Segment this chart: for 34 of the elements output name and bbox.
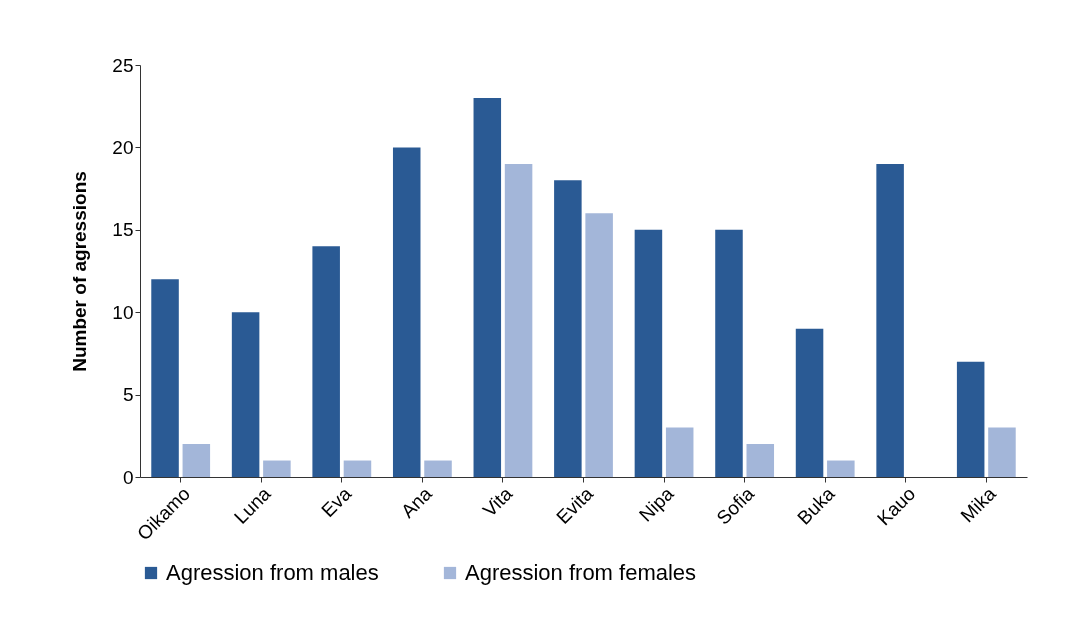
bar	[151, 279, 179, 477]
y-tick-label: 25	[112, 54, 134, 76]
x-tick-label: Nipa	[635, 482, 678, 526]
bar	[746, 444, 775, 477]
bar	[424, 460, 452, 477]
bar	[795, 328, 824, 477]
bar	[231, 312, 260, 477]
bar	[988, 427, 1016, 477]
bar	[665, 427, 694, 477]
bar	[876, 163, 904, 477]
bar	[715, 229, 743, 477]
bar	[585, 213, 613, 477]
x-tick-label: Eva	[317, 482, 356, 522]
bar	[182, 444, 211, 477]
bar	[956, 361, 985, 477]
bar	[504, 163, 533, 477]
y-tick-label: 10	[112, 301, 134, 323]
bar	[263, 460, 291, 477]
bar	[392, 147, 421, 477]
y-tick-label: 15	[112, 219, 134, 241]
x-tick-label: Vita	[478, 482, 517, 521]
y-axis-title: Number of agressions	[69, 171, 91, 372]
bar	[473, 97, 502, 477]
legend-label: Agression from males	[166, 560, 379, 585]
bar	[554, 180, 582, 477]
bar	[827, 460, 855, 477]
x-tick-label: Ana	[397, 482, 437, 522]
legend-label: Agression from females	[465, 560, 697, 585]
y-tick-label: 0	[122, 466, 134, 488]
y-tick-label: 5	[122, 384, 134, 406]
bar	[634, 229, 663, 477]
y-tick-label: 20	[112, 136, 134, 158]
bar	[312, 246, 340, 477]
bar	[343, 460, 372, 477]
